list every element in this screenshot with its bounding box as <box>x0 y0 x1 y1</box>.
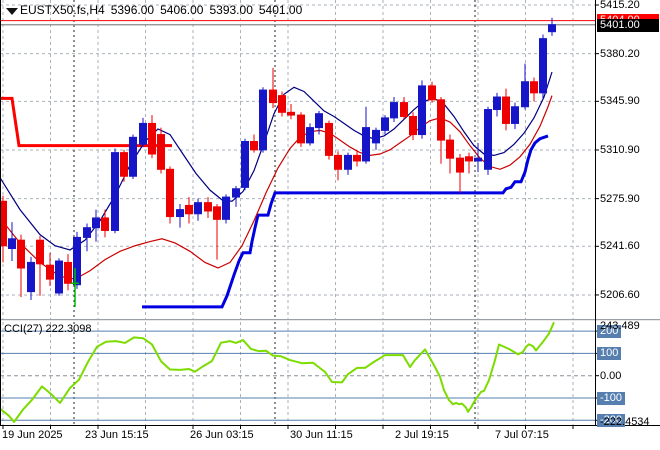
candle-body <box>362 127 370 162</box>
candle-body <box>83 227 91 238</box>
candle-body <box>204 202 212 212</box>
price-axis-label: 5380.20 <box>600 47 640 60</box>
candle-body <box>222 196 230 220</box>
resistance-step-line <box>0 96 172 148</box>
candle-body <box>129 136 137 177</box>
candle-body <box>73 236 81 286</box>
price-axis-label: 5345.90 <box>600 95 640 108</box>
candle-body <box>297 114 305 144</box>
candle-body <box>530 81 538 94</box>
candle-body <box>344 154 352 170</box>
candle-body <box>287 111 295 116</box>
candle-body <box>166 168 174 218</box>
candle-body <box>372 129 380 144</box>
candle-body <box>400 102 408 117</box>
cci-level-badge: 100 <box>597 346 622 360</box>
candle-body <box>120 152 128 177</box>
candle-body <box>511 106 519 124</box>
candle-body <box>390 102 398 119</box>
title-low: 5393.00 <box>209 3 253 17</box>
candle-body <box>55 260 63 294</box>
title-high: 5406.00 <box>160 3 204 17</box>
candle-body <box>111 152 119 231</box>
candle-body <box>325 122 333 156</box>
candle-body <box>17 239 25 269</box>
candle-body <box>101 217 109 231</box>
time-axis-label: 26 Jun 03:15 <box>190 429 254 441</box>
cci-min-label: -222.4534 <box>600 415 650 428</box>
candle-body <box>241 140 249 188</box>
bid-price-label: 5401.00 <box>597 19 659 33</box>
title-symbol: EUSTX50.fs,H4 <box>20 3 105 17</box>
candle-body <box>446 139 454 159</box>
candle-body <box>353 154 361 162</box>
price-axis-label: 5310.90 <box>600 143 640 156</box>
price-axis-label: 5275.90 <box>600 192 640 205</box>
cci-max-label: 243.489 <box>600 320 640 332</box>
cci-level-badge: 200 <box>597 324 622 338</box>
candle-body <box>185 204 193 215</box>
ma-slow-line <box>0 95 553 280</box>
cci-level-badge: -200 <box>597 413 626 427</box>
candle-body <box>428 85 436 101</box>
time-axis-label: 19 Jun 2025 <box>2 429 63 441</box>
candle-body <box>465 156 473 162</box>
candle-body <box>92 217 100 229</box>
candle-body <box>502 96 510 124</box>
candle-body <box>139 122 147 145</box>
title-close: 5401.00 <box>258 3 303 17</box>
candle-body <box>521 81 529 108</box>
candle-body <box>157 134 165 170</box>
symbol-ohlc-title: EUSTX50.fs,H4 5396.00 5406.00 5393.00 5401.0… <box>20 3 308 17</box>
candle-body <box>306 127 314 144</box>
candle-body <box>315 113 323 129</box>
candle-body <box>437 99 445 141</box>
price-axis-label: 5206.60 <box>600 288 640 301</box>
candle-body <box>484 109 492 170</box>
cci-level-badge: -100 <box>597 391 626 405</box>
candle-body <box>259 89 267 151</box>
candle-body <box>64 261 72 284</box>
time-axis-label: 2 Jul 19:15 <box>395 429 449 441</box>
candle-body <box>409 115 417 136</box>
title-open: 5396.00 <box>110 3 155 17</box>
candle-body <box>176 209 184 218</box>
candle-body <box>493 96 501 111</box>
dropdown-triangle-icon <box>6 8 18 15</box>
candle-body <box>46 264 54 280</box>
price-axis-label: 5415.20 <box>600 0 640 11</box>
candle-body <box>232 188 240 198</box>
time-axis-label: 23 Jun 15:15 <box>85 429 149 441</box>
candle-body <box>8 238 16 250</box>
price-axis-label: 5241.60 <box>600 240 640 253</box>
candle-body <box>418 85 426 136</box>
candle-body <box>269 89 277 104</box>
candle-body <box>194 202 202 215</box>
cci-zero-label: 0.00 <box>600 369 622 382</box>
candle-body <box>456 157 464 173</box>
candle-body <box>27 261 35 293</box>
candle-body <box>36 239 44 265</box>
candle-body <box>548 24 556 33</box>
candle-body <box>250 140 258 151</box>
time-axis-label: 7 Jul 07:15 <box>495 429 549 441</box>
candle-body <box>213 206 221 220</box>
candle-body <box>278 95 286 113</box>
candle-body <box>0 200 7 247</box>
candle-body <box>334 154 342 170</box>
candle-body <box>381 117 389 131</box>
cci-line <box>0 321 555 423</box>
cci-indicator-label: CCI(27) 222.3098 <box>4 323 92 335</box>
candle-body <box>539 38 547 94</box>
candle-body <box>148 122 156 155</box>
candle-body <box>474 157 482 162</box>
time-axis-label: 30 Jun 11:15 <box>290 429 353 441</box>
support-step-line <box>142 134 549 309</box>
